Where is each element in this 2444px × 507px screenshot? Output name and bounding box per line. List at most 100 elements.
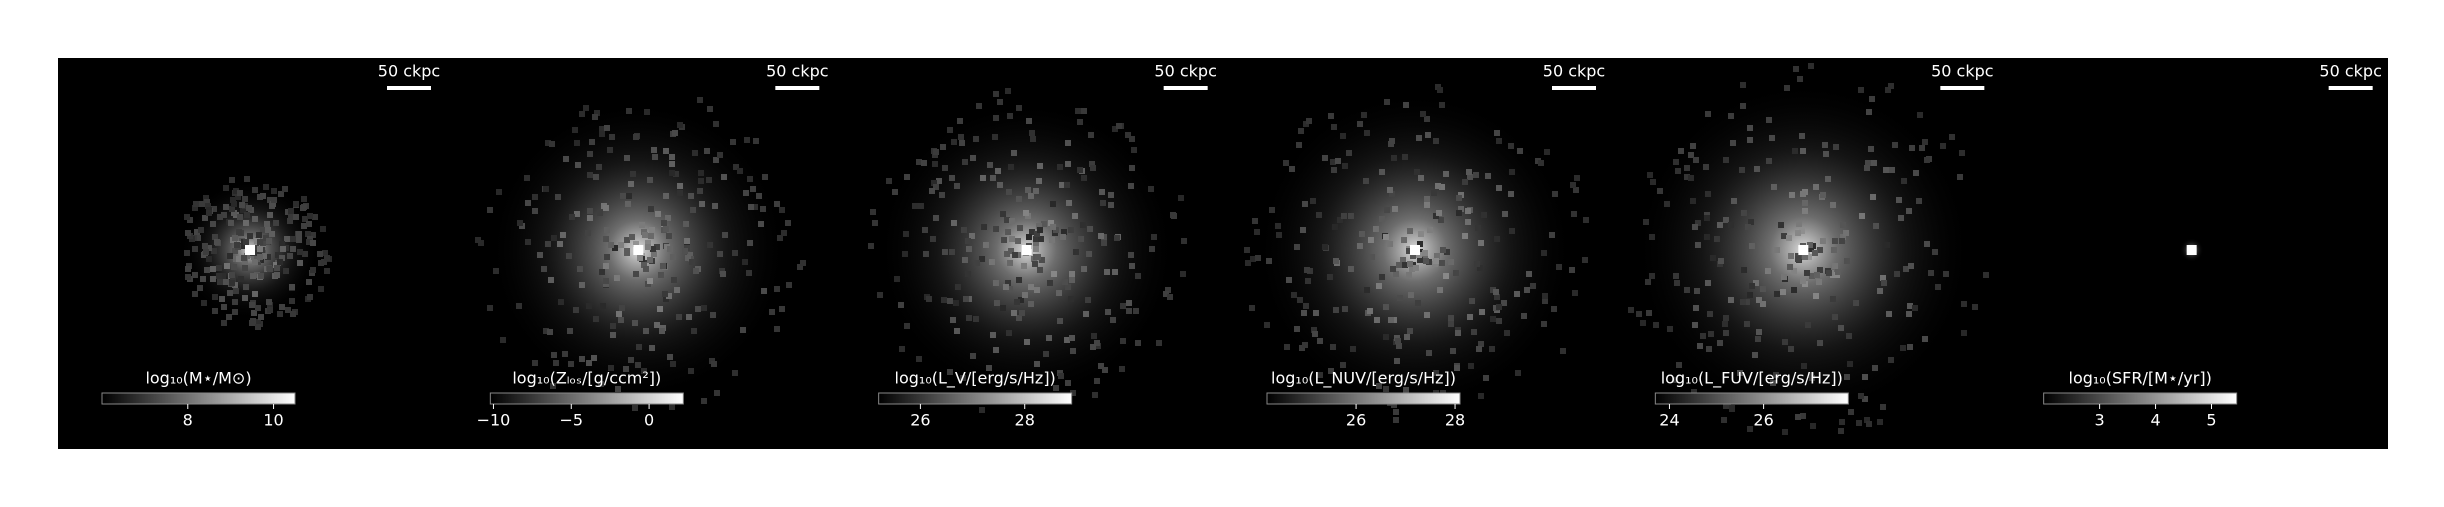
pixel	[1019, 310, 1025, 316]
pixel	[620, 193, 626, 199]
pixel	[229, 280, 235, 286]
pixel	[1028, 301, 1034, 307]
pixel	[1825, 176, 1831, 182]
pixel	[1444, 249, 1450, 255]
pixel	[1436, 210, 1442, 216]
pixel	[1413, 265, 1419, 271]
pixel	[293, 214, 299, 220]
pixel	[1033, 241, 1039, 247]
pixel	[750, 186, 756, 192]
pixel	[1695, 242, 1701, 248]
pixel	[941, 297, 947, 303]
pixel	[1403, 387, 1409, 393]
pixel	[231, 201, 237, 207]
pixel	[1053, 385, 1059, 391]
pixel	[599, 269, 605, 275]
pixel	[548, 277, 554, 283]
pixel	[221, 304, 227, 310]
pixel	[1756, 297, 1762, 303]
pixel	[1871, 160, 1877, 166]
pixel	[1961, 330, 1967, 336]
pixel	[1448, 259, 1454, 265]
pixel	[1478, 393, 1484, 399]
pixel	[586, 303, 592, 309]
pixel	[1515, 370, 1521, 376]
pixel	[1900, 345, 1906, 351]
pixel	[657, 306, 663, 312]
pixel	[1296, 142, 1302, 148]
pixel	[192, 205, 198, 211]
pixel	[1844, 258, 1850, 264]
pixel	[1907, 303, 1913, 309]
pixel	[1433, 138, 1439, 144]
pixel	[324, 255, 330, 261]
pixel	[933, 149, 939, 155]
pixel	[604, 254, 610, 260]
pixel	[663, 193, 669, 199]
pixel	[1916, 198, 1922, 204]
pixel	[1959, 150, 1965, 156]
pixel	[647, 278, 653, 284]
pixel	[1690, 143, 1696, 149]
pixel	[899, 346, 905, 352]
pixel	[1478, 341, 1484, 347]
pixel	[1560, 348, 1566, 354]
pixel	[206, 245, 212, 251]
pixel	[774, 201, 780, 207]
pixel	[1341, 213, 1347, 219]
pixel	[237, 214, 243, 220]
pixel	[1167, 294, 1173, 300]
pixel	[1387, 241, 1393, 247]
pixel	[677, 190, 683, 196]
pixel	[962, 257, 968, 263]
colorbar-tick-label: 8	[183, 411, 193, 430]
pixel	[1034, 287, 1040, 293]
pixel	[1723, 315, 1729, 321]
pixel	[1700, 333, 1706, 339]
pixel	[645, 244, 651, 250]
pixel	[551, 235, 557, 241]
pixel	[306, 239, 312, 245]
pixel	[1417, 241, 1423, 247]
pixel	[973, 316, 979, 322]
pixel	[1810, 423, 1816, 429]
pixel	[1770, 380, 1776, 386]
pixel	[1756, 329, 1762, 335]
pixel	[1022, 292, 1028, 298]
pixel	[990, 332, 996, 338]
pixel	[553, 360, 559, 366]
scale-bar	[775, 86, 820, 90]
pixel	[1880, 275, 1886, 281]
pixel	[211, 248, 217, 254]
galaxy-core	[1798, 245, 1809, 255]
pixel	[1801, 363, 1807, 369]
pixel	[1114, 235, 1120, 241]
pixel	[1129, 136, 1135, 142]
pixel	[287, 218, 293, 224]
pixel	[1091, 333, 1097, 339]
pixel	[633, 241, 639, 247]
pixel	[1431, 190, 1437, 196]
pixel	[1781, 233, 1787, 239]
pixel	[1420, 111, 1426, 117]
pixel	[1379, 169, 1385, 175]
pixel	[743, 190, 749, 196]
pixel	[665, 215, 671, 221]
pixel	[966, 315, 972, 321]
pixel	[1922, 336, 1928, 342]
pixel	[1404, 334, 1410, 340]
pixel	[252, 187, 258, 193]
pixel	[1099, 189, 1105, 195]
pixel	[1789, 192, 1795, 198]
pixel	[1006, 330, 1012, 336]
pixel	[748, 204, 754, 210]
pixel	[232, 309, 238, 315]
pixel	[1255, 255, 1261, 261]
pixel	[517, 220, 523, 226]
pixel	[648, 233, 654, 239]
pixel	[516, 303, 522, 309]
pixel	[550, 383, 556, 389]
pixel	[992, 134, 998, 140]
pixel	[301, 223, 307, 229]
colorbar-tick-label: 4	[2150, 411, 2160, 430]
